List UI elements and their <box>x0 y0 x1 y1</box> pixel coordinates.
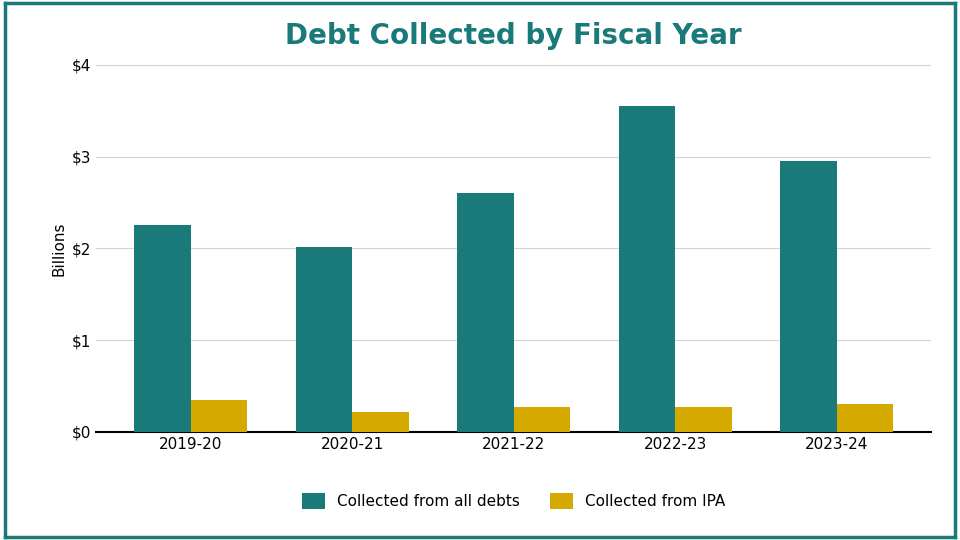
Y-axis label: Billions: Billions <box>51 221 66 275</box>
Bar <box>352 412 409 432</box>
Bar <box>190 400 247 432</box>
Bar <box>457 193 514 432</box>
Title: Debt Collected by Fiscal Year: Debt Collected by Fiscal Year <box>285 22 742 50</box>
Bar <box>296 247 352 432</box>
Bar <box>514 407 570 432</box>
Legend: Collected from all debts, Collected from IPA: Collected from all debts, Collected from… <box>296 488 732 516</box>
Bar <box>837 404 893 432</box>
Bar <box>618 106 675 432</box>
Bar <box>675 407 732 432</box>
Bar <box>780 161 837 432</box>
Bar <box>134 226 190 432</box>
